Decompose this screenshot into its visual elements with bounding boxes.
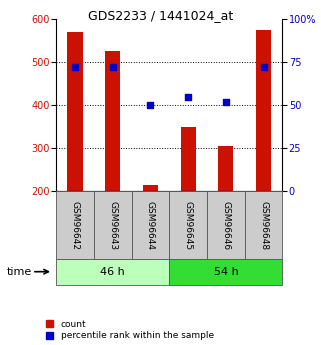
Bar [132, 191, 169, 259]
Text: 54 h: 54 h [213, 267, 238, 277]
Text: GSM96648: GSM96648 [259, 200, 268, 250]
Point [261, 65, 266, 70]
Point [223, 99, 229, 105]
Bar [218, 146, 233, 191]
Point [186, 94, 191, 99]
Text: 46 h: 46 h [100, 267, 125, 277]
Bar [143, 185, 158, 191]
Text: GSM96642: GSM96642 [71, 200, 80, 250]
Text: GDS2233 / 1441024_at: GDS2233 / 1441024_at [88, 9, 233, 22]
Text: GSM96643: GSM96643 [108, 200, 117, 250]
Legend: count, percentile rank within the sample: count, percentile rank within the sample [46, 320, 214, 341]
Bar [207, 191, 245, 259]
Bar [169, 191, 207, 259]
Bar [56, 259, 169, 285]
Bar [67, 32, 82, 191]
Bar [169, 259, 282, 285]
Bar [256, 30, 271, 191]
Text: GSM96644: GSM96644 [146, 200, 155, 250]
Bar [56, 191, 94, 259]
Text: GSM96646: GSM96646 [221, 200, 230, 250]
Text: GSM96645: GSM96645 [184, 200, 193, 250]
Bar [181, 127, 196, 191]
Text: time: time [6, 267, 32, 277]
Bar [245, 191, 282, 259]
Bar [105, 51, 120, 191]
Point [110, 65, 115, 70]
Bar [94, 191, 132, 259]
Point [73, 65, 78, 70]
Point [148, 102, 153, 108]
